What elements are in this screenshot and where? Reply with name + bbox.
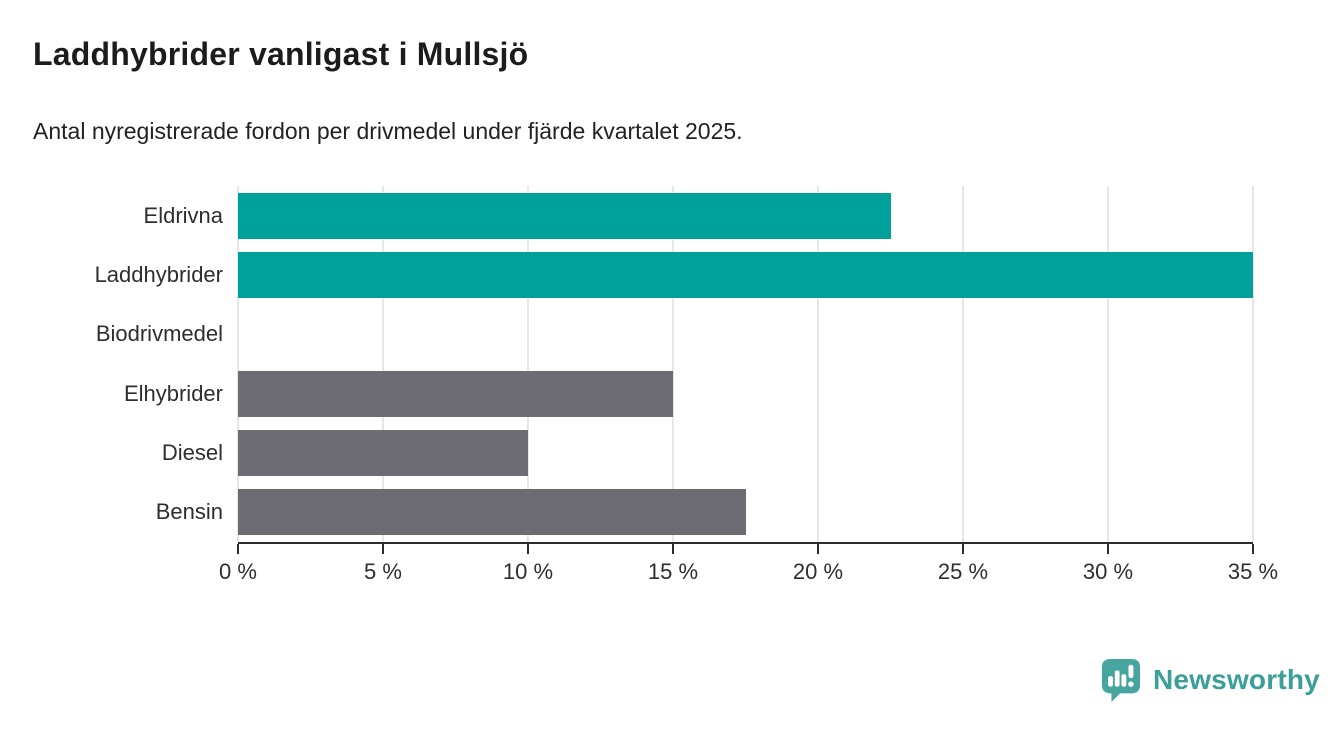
chart-row: Diesel <box>162 423 1253 482</box>
x-tick <box>527 544 529 554</box>
x-tick <box>382 544 384 554</box>
bar <box>238 192 891 239</box>
gridline <box>962 186 964 542</box>
chart-title: Laddhybrider vanligast i Mullsjö <box>33 36 529 72</box>
x-tick-label: 25 % <box>937 559 989 584</box>
chart-row: Biodrivmedel <box>96 305 1253 364</box>
category-label: Bensin <box>155 499 223 525</box>
chart-row: Laddhybrider <box>95 245 1253 304</box>
x-tick-label: 30 % <box>1082 559 1134 584</box>
category-label: Biodrivmedel <box>95 321 223 347</box>
x-tick-label: 15 % <box>647 559 699 584</box>
chart-row: Elhybrider <box>124 364 1253 423</box>
x-tick <box>962 544 964 554</box>
category-label: Eldrivna <box>143 202 223 228</box>
x-tick <box>1252 544 1254 554</box>
x-tick-label: 5 % <box>364 559 402 584</box>
newsworthy-speech-bubble-chart-icon <box>1101 659 1141 702</box>
bar <box>238 489 746 536</box>
plot-area: Eldrivna Laddhybrider Biodrivmedel Elhybrid… <box>95 186 1254 544</box>
bar <box>238 251 1253 298</box>
newsworthy-logo: Newsworthy <box>1100 657 1320 703</box>
x-axis: 0 % 5 % 10 % 15 % 20 % 25 % 30 % 35 % <box>219 544 1278 592</box>
x-tick-label: 20 % <box>792 559 844 584</box>
bar <box>238 429 528 476</box>
x-tick-label: 35 % <box>1227 559 1279 584</box>
x-tick <box>237 544 239 554</box>
newsworthy-brand-text: Newsworthy <box>1153 664 1320 695</box>
gridline <box>1107 186 1109 542</box>
category-label: Laddhybrider <box>94 261 223 287</box>
gridline <box>527 186 529 542</box>
gridline <box>237 186 239 542</box>
chart-row: Eldrivna <box>144 186 1253 245</box>
x-tick-label: 0 % <box>219 559 257 584</box>
x-tick-label: 10 % <box>502 559 554 584</box>
x-tick <box>672 544 674 554</box>
category-label: Diesel <box>161 439 223 465</box>
gridline <box>672 186 674 542</box>
x-tick <box>1107 544 1109 554</box>
category-label: Elhybrider <box>123 380 223 406</box>
chart-subtitle: Antal nyregistrerade fordon per drivmede… <box>33 118 743 144</box>
bar <box>238 370 673 417</box>
gridline <box>1252 186 1254 542</box>
x-tick <box>817 544 819 554</box>
gridline <box>382 186 384 542</box>
gridline <box>817 186 819 542</box>
chart-row: Bensin <box>156 483 1253 542</box>
